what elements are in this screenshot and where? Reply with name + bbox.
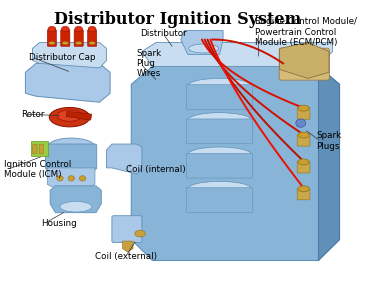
FancyBboxPatch shape bbox=[45, 144, 97, 170]
Text: Coil (external): Coil (external) bbox=[95, 251, 157, 260]
Polygon shape bbox=[66, 111, 92, 120]
Polygon shape bbox=[131, 66, 339, 260]
Ellipse shape bbox=[62, 42, 69, 45]
Ellipse shape bbox=[49, 42, 55, 45]
FancyBboxPatch shape bbox=[61, 30, 70, 46]
Polygon shape bbox=[26, 63, 110, 102]
Text: Rotor: Rotor bbox=[21, 110, 45, 119]
Polygon shape bbox=[106, 144, 142, 174]
FancyBboxPatch shape bbox=[186, 119, 253, 144]
Text: Distributor Cap: Distributor Cap bbox=[29, 53, 95, 62]
Ellipse shape bbox=[298, 132, 309, 138]
Ellipse shape bbox=[135, 230, 146, 237]
Text: Coil (internal): Coil (internal) bbox=[126, 165, 186, 174]
Ellipse shape bbox=[188, 147, 251, 162]
FancyBboxPatch shape bbox=[74, 30, 83, 46]
Polygon shape bbox=[318, 66, 339, 260]
Ellipse shape bbox=[188, 182, 251, 196]
Ellipse shape bbox=[60, 202, 92, 212]
FancyBboxPatch shape bbox=[112, 216, 142, 243]
Ellipse shape bbox=[188, 113, 251, 128]
Ellipse shape bbox=[298, 105, 309, 111]
FancyBboxPatch shape bbox=[297, 161, 310, 173]
FancyBboxPatch shape bbox=[33, 144, 37, 154]
FancyBboxPatch shape bbox=[186, 188, 253, 212]
Text: Distributor: Distributor bbox=[140, 29, 186, 38]
Polygon shape bbox=[142, 43, 333, 66]
Text: Ignition Control
Module (ICM): Ignition Control Module (ICM) bbox=[4, 160, 72, 179]
Ellipse shape bbox=[48, 138, 95, 156]
Ellipse shape bbox=[298, 186, 309, 192]
FancyBboxPatch shape bbox=[39, 144, 44, 154]
FancyBboxPatch shape bbox=[87, 30, 97, 46]
Text: Housing: Housing bbox=[41, 219, 77, 228]
Text: Spark
Plugs: Spark Plugs bbox=[316, 131, 342, 151]
Ellipse shape bbox=[48, 26, 56, 32]
Ellipse shape bbox=[89, 42, 95, 45]
Polygon shape bbox=[181, 31, 223, 54]
FancyBboxPatch shape bbox=[279, 48, 329, 80]
Ellipse shape bbox=[80, 176, 86, 181]
Text: Distributor Ignition System: Distributor Ignition System bbox=[54, 11, 301, 28]
FancyBboxPatch shape bbox=[186, 85, 253, 110]
Ellipse shape bbox=[57, 110, 82, 121]
Ellipse shape bbox=[189, 44, 219, 53]
Ellipse shape bbox=[88, 26, 96, 32]
Ellipse shape bbox=[75, 26, 82, 32]
Text: Engine Control Module/
Powertrain Control
Module (ECM/PCM): Engine Control Module/ Powertrain Contro… bbox=[255, 17, 357, 47]
Polygon shape bbox=[47, 168, 95, 192]
Polygon shape bbox=[33, 43, 106, 68]
Ellipse shape bbox=[49, 107, 90, 127]
FancyBboxPatch shape bbox=[297, 134, 310, 146]
Polygon shape bbox=[50, 186, 101, 213]
Polygon shape bbox=[279, 43, 329, 78]
Ellipse shape bbox=[62, 26, 69, 32]
Polygon shape bbox=[123, 241, 133, 252]
FancyBboxPatch shape bbox=[297, 188, 310, 200]
Ellipse shape bbox=[298, 159, 309, 165]
Ellipse shape bbox=[75, 42, 82, 45]
FancyBboxPatch shape bbox=[47, 30, 57, 46]
FancyBboxPatch shape bbox=[186, 153, 253, 178]
Text: Spark
Plug
Wires: Spark Plug Wires bbox=[136, 49, 162, 78]
Ellipse shape bbox=[68, 176, 75, 181]
FancyBboxPatch shape bbox=[297, 108, 310, 119]
Polygon shape bbox=[31, 141, 48, 156]
Ellipse shape bbox=[296, 119, 306, 127]
Ellipse shape bbox=[188, 78, 251, 93]
Ellipse shape bbox=[57, 176, 63, 181]
